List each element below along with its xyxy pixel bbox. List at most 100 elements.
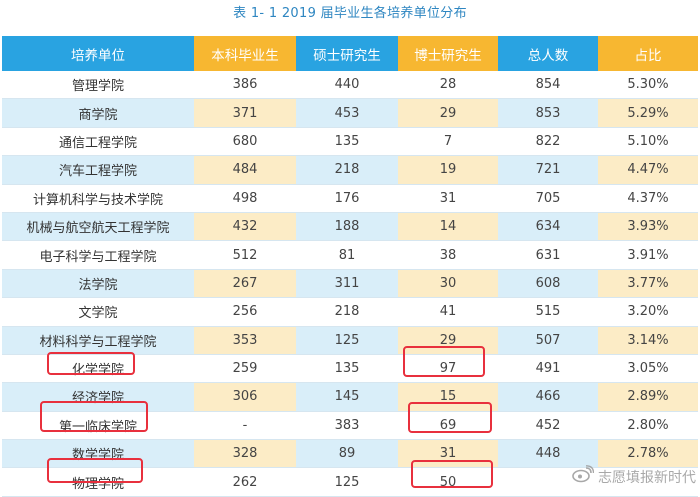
cell-master: 176 xyxy=(296,184,398,213)
cell-phd: 38 xyxy=(398,240,498,270)
cell-master: 125 xyxy=(296,467,398,497)
highlight-chemistry-name xyxy=(47,352,135,375)
cell-percent: 3.20% xyxy=(598,297,698,327)
cell-undergrad: 259 xyxy=(194,354,296,384)
cell-unit: 通信工程学院 xyxy=(2,127,194,157)
header-unit: 培养单位 xyxy=(2,36,194,71)
cell-percent: 2.80% xyxy=(598,411,698,441)
cell-unit: 商学院 xyxy=(2,98,194,128)
table-row: 商学院 371 453 29 853 5.29% xyxy=(2,98,698,128)
cell-unit: 管理学院 xyxy=(2,71,194,100)
cell-undergrad: - xyxy=(194,411,296,441)
table-row: 经济学院 306 145 15 466 2.89% xyxy=(2,382,698,412)
cell-master: 135 xyxy=(296,354,398,384)
cell-undergrad: 328 xyxy=(194,439,296,469)
highlight-physics-phd xyxy=(411,460,493,488)
cell-unit: 经济学院 xyxy=(2,382,194,412)
cell-master: 440 xyxy=(296,71,398,100)
table-row: 数学学院 328 89 31 448 2.78% xyxy=(2,439,698,469)
cell-undergrad: 484 xyxy=(194,155,296,185)
cell-undergrad: 256 xyxy=(194,297,296,327)
header-percent: 占比 xyxy=(598,36,698,71)
header-total: 总人数 xyxy=(498,36,598,71)
cell-percent: 3.93% xyxy=(598,212,698,242)
cell-phd: 30 xyxy=(398,269,498,299)
cell-master: 145 xyxy=(296,382,398,412)
header-undergrad: 本科毕业生 xyxy=(194,36,296,71)
cell-total: 452 xyxy=(498,411,598,441)
cell-master: 188 xyxy=(296,212,398,242)
cell-phd: 19 xyxy=(398,155,498,185)
cell-master: 89 xyxy=(296,439,398,469)
header-phd: 博士研究生 xyxy=(398,36,498,71)
cell-unit: 机械与航空航天工程学院 xyxy=(2,212,194,242)
cell-phd: 31 xyxy=(398,184,498,213)
table-row: 通信工程学院 680 135 7 822 5.10% xyxy=(2,127,698,157)
cell-master: 311 xyxy=(296,269,398,299)
cell-percent: 2.78% xyxy=(598,439,698,469)
cell-undergrad: 512 xyxy=(194,240,296,270)
cell-phd: 7 xyxy=(398,127,498,157)
cell-unit: 计算机科学与技术学院 xyxy=(2,184,194,213)
cell-undergrad: 371 xyxy=(194,98,296,128)
watermark-text: 志愿填报新时代 xyxy=(598,470,696,486)
cell-total: 448 xyxy=(498,439,598,469)
highlight-physics-name xyxy=(47,458,143,483)
cell-master: 218 xyxy=(296,155,398,185)
table-row: 管理学院 386 440 28 854 5.30% xyxy=(2,71,698,100)
highlight-clinical-phd xyxy=(408,402,492,433)
cell-phd: 97 xyxy=(398,354,498,384)
cell-total: 634 xyxy=(498,212,598,242)
table-title: 表 1- 1 2019 届毕业生各培养单位分布 xyxy=(233,6,467,21)
cell-master: 383 xyxy=(296,411,398,441)
cell-master: 135 xyxy=(296,127,398,157)
weibo-icon xyxy=(572,465,595,491)
cell-total: 491 xyxy=(498,354,598,384)
cell-master: 125 xyxy=(296,326,398,355)
cell-total: 822 xyxy=(498,127,598,157)
cell-phd: 29 xyxy=(398,326,498,355)
cell-undergrad: 267 xyxy=(194,269,296,299)
cell-unit: 材料科学与工程学院 xyxy=(2,326,194,355)
table-row: 计算机科学与技术学院 498 176 31 705 4.37% xyxy=(2,184,698,213)
distribution-table: 培养单位 本科毕业生 硕士研究生 博士研究生 总人数 占比 管理学院 386 440… xyxy=(2,36,698,497)
cell-undergrad: 680 xyxy=(194,127,296,157)
cell-total: 466 xyxy=(498,382,598,412)
cell-percent: 3.14% xyxy=(598,326,698,355)
cell-unit: 数学学院 xyxy=(2,439,194,469)
cell-unit: 文学院 xyxy=(2,297,194,327)
cell-percent: 3.91% xyxy=(598,240,698,270)
cell-percent: 2.89% xyxy=(598,382,698,412)
cell-percent: 5.10% xyxy=(598,127,698,157)
cell-phd: 14 xyxy=(398,212,498,242)
table-row: 第一临床学院 -383 69 452 2.80% xyxy=(2,411,698,441)
cell-unit: 第一临床学院 xyxy=(2,411,194,441)
header-master: 硕士研究生 xyxy=(296,36,398,71)
table-row: 机械与航空航天工程学院 432 188 14 634 3.93% xyxy=(2,212,698,242)
cell-master: 81 xyxy=(296,240,398,270)
cell-unit: 化学学院 xyxy=(2,354,194,384)
cell-total: 853 xyxy=(498,98,598,128)
table-row: 汽车工程学院 484 218 19 721 4.47% xyxy=(2,155,698,185)
cell-undergrad: 386 xyxy=(194,71,296,100)
cell-unit: 汽车工程学院 xyxy=(2,155,194,185)
cell-phd: 41 xyxy=(398,297,498,327)
watermark: 志愿填报新时代 xyxy=(572,465,696,489)
cell-total: 608 xyxy=(498,269,598,299)
cell-percent: 4.37% xyxy=(598,184,698,213)
cell-percent: 3.77% xyxy=(598,269,698,299)
highlight-clinical-name xyxy=(40,401,148,432)
cell-percent: 5.30% xyxy=(598,71,698,100)
cell-master: 218 xyxy=(296,297,398,327)
table-header-row: 培养单位 本科毕业生 硕士研究生 博士研究生 总人数 占比 xyxy=(2,36,698,71)
cell-total: 507 xyxy=(498,326,598,355)
cell-phd: 29 xyxy=(398,98,498,128)
cell-percent: 5.29% xyxy=(598,98,698,128)
cell-unit: 电子科学与工程学院 xyxy=(2,240,194,270)
cell-undergrad: 498 xyxy=(194,184,296,213)
cell-undergrad: 432 xyxy=(194,212,296,242)
cell-percent: 3.05% xyxy=(598,354,698,384)
table-row: 法学院 267 311 30 608 3.77% xyxy=(2,269,698,299)
cell-phd: 69 xyxy=(398,411,498,441)
cell-percent: 4.47% xyxy=(598,155,698,185)
